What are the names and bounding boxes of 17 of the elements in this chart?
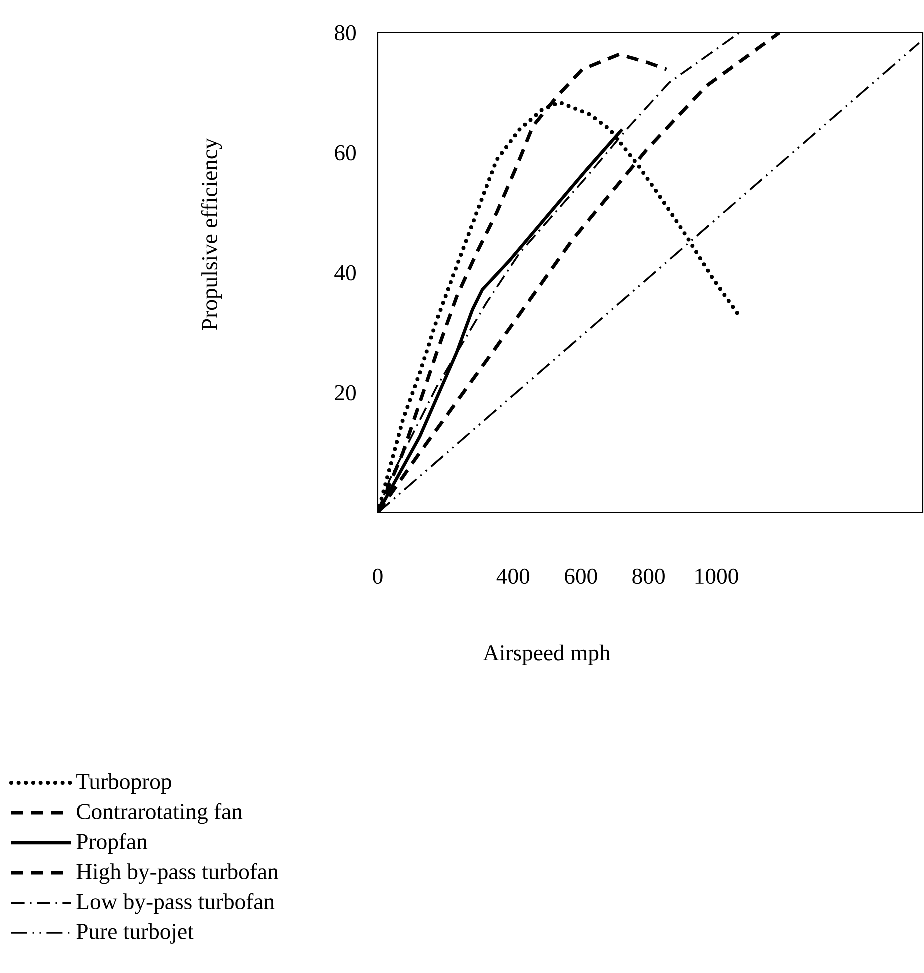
y-tick-label: 60 <box>335 145 356 161</box>
x-tick-label: 600 <box>565 568 598 584</box>
y-tick-label: 20 <box>335 385 356 401</box>
x-tick-label: 400 <box>496 568 530 584</box>
x-tick-label: 1000 <box>696 568 738 584</box>
y-axis-title: Propulsive efficiency <box>201 138 222 330</box>
legend-label: Propfan <box>76 833 148 854</box>
legend-label: High by-pass turbofan <box>76 863 279 884</box>
y-tick-label: 40 <box>334 265 356 281</box>
legend-label: Turboprop <box>76 773 172 794</box>
x-tick-label: 0 <box>373 568 383 584</box>
x-tick-label: 800 <box>632 568 665 584</box>
y-tick-label: 80 <box>335 25 356 41</box>
x-axis-title: Airspeed mph <box>483 644 611 666</box>
legend-label: Pure turbojet <box>76 923 194 944</box>
legend-label: Contrarotating fan <box>77 803 243 824</box>
legend-label: Low by-pass turbofan <box>76 893 275 914</box>
